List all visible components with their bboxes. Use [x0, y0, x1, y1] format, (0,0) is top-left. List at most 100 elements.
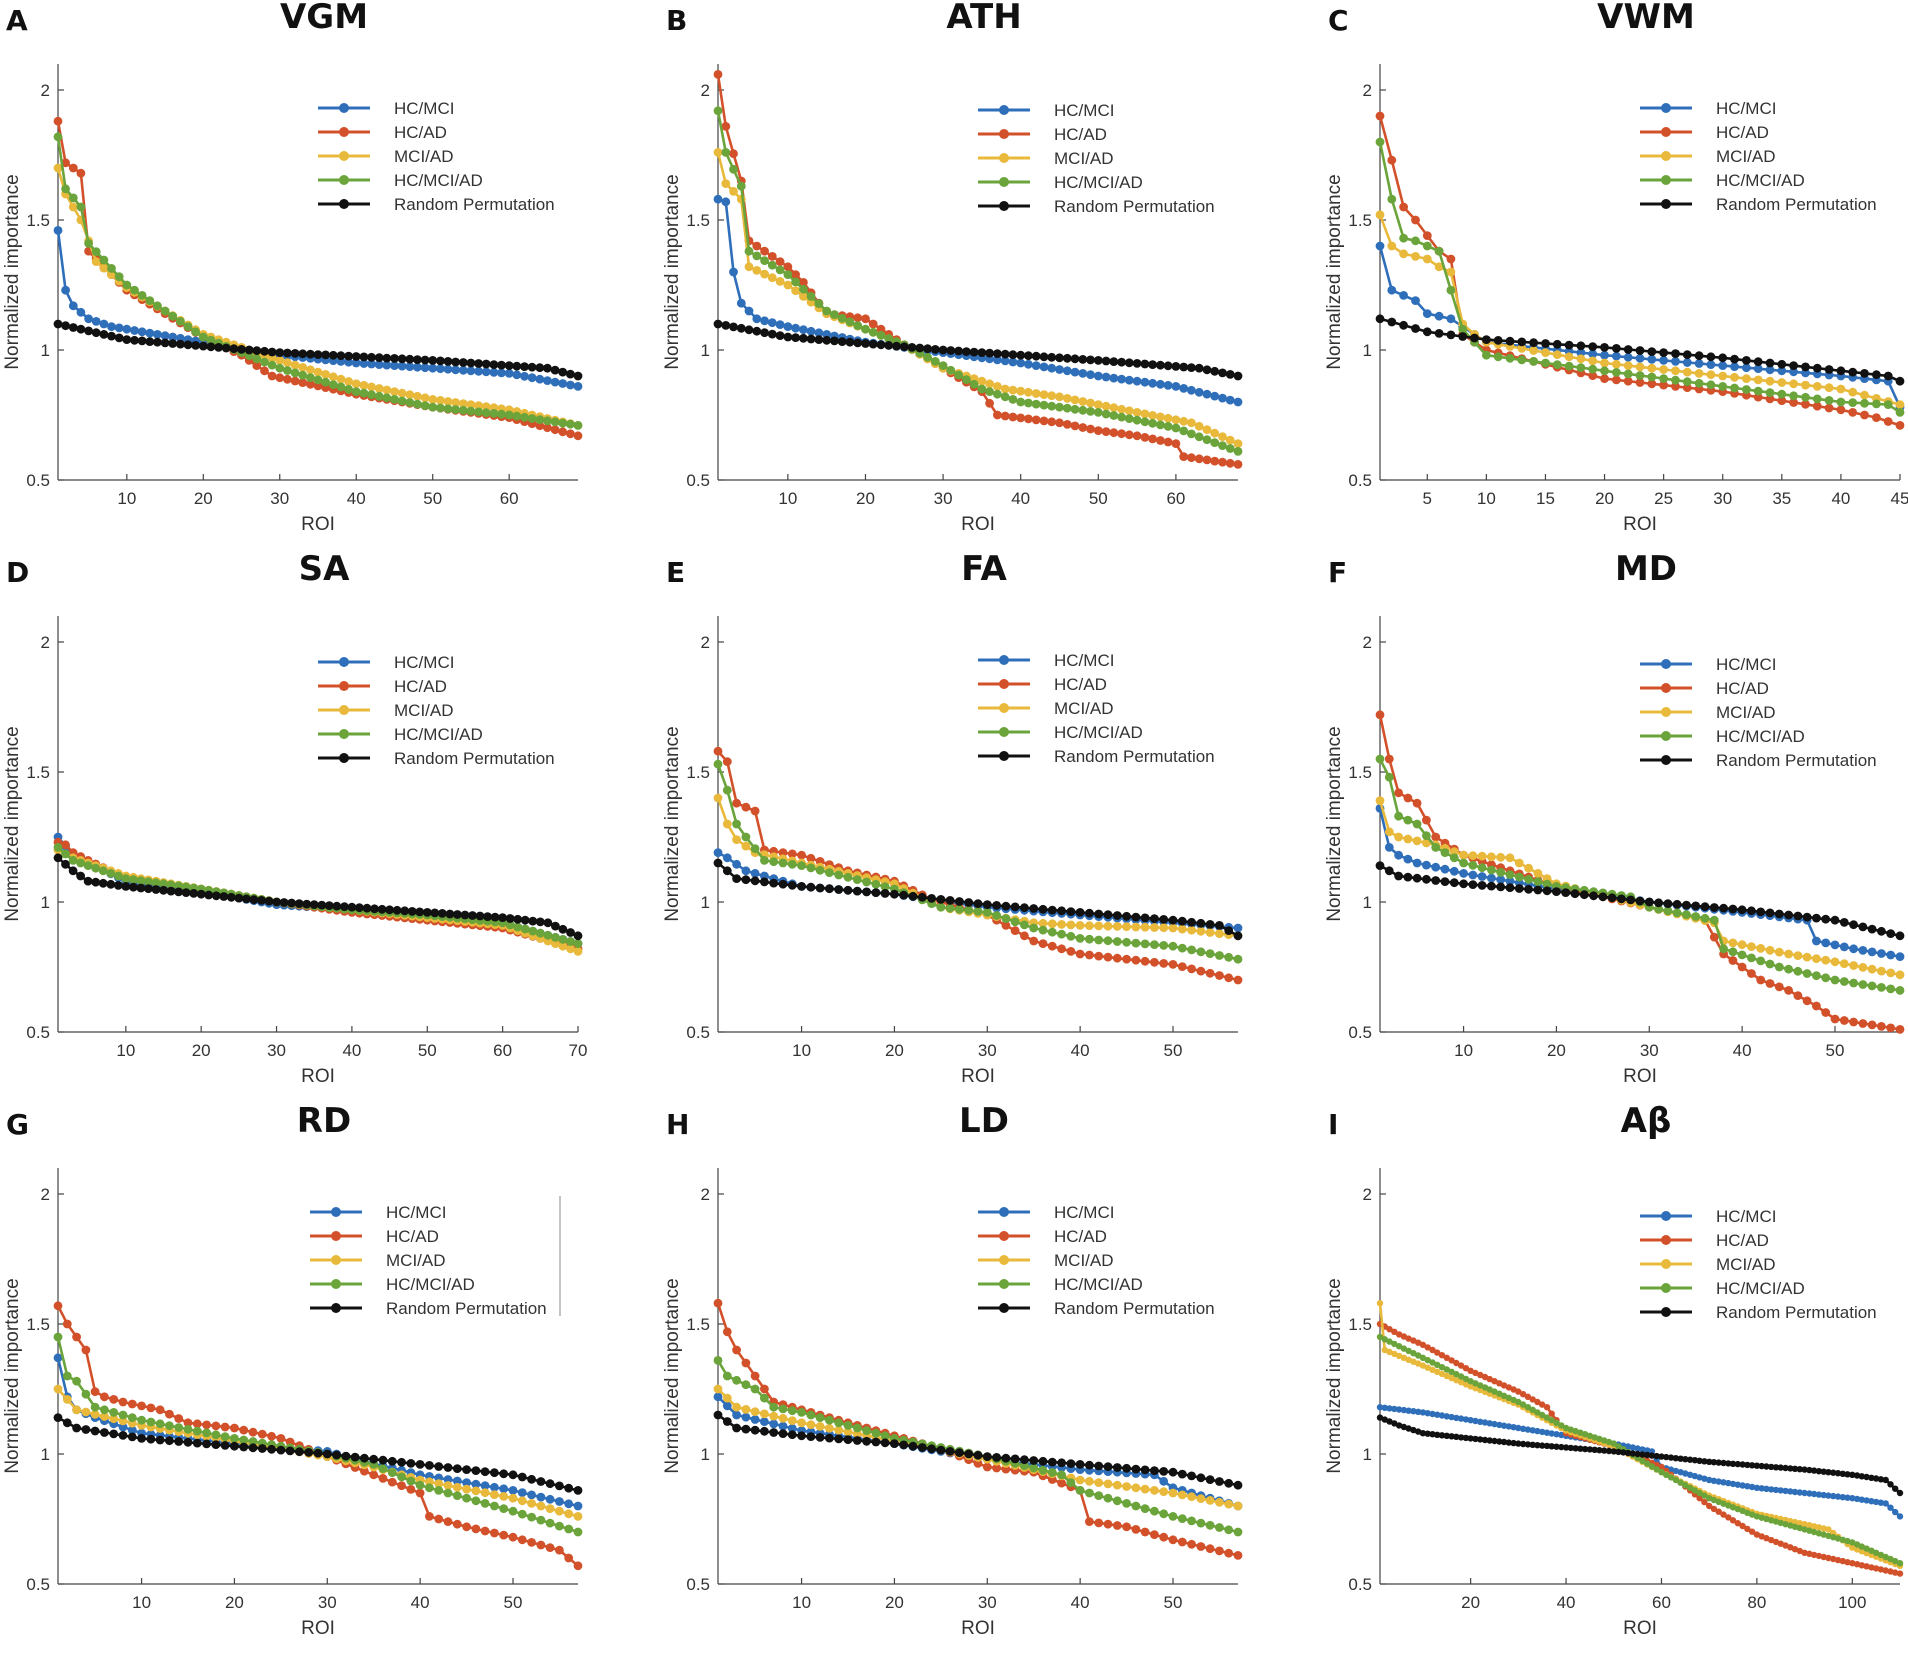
data-point	[1858, 1473, 1865, 1480]
data-point	[68, 323, 78, 332]
data-point	[1224, 1499, 1234, 1509]
data-point	[1103, 910, 1113, 920]
data-point	[1055, 418, 1064, 428]
data-point	[1715, 1478, 1722, 1485]
data-point	[1825, 1526, 1832, 1533]
y-tick-label: 1	[41, 1445, 50, 1464]
data-point	[1431, 832, 1441, 842]
data-point	[1109, 373, 1119, 383]
data-point	[517, 1472, 527, 1482]
data-point	[1496, 852, 1506, 862]
data-point	[760, 246, 769, 256]
data-point	[558, 367, 568, 377]
data-point	[1070, 367, 1080, 377]
data-point	[1682, 900, 1691, 910]
data-point	[1472, 1369, 1479, 1377]
data-point	[1877, 1476, 1885, 1483]
data-point	[1682, 350, 1692, 360]
data-point	[767, 252, 777, 261]
y-tick-label: 1.5	[686, 763, 710, 782]
legend-label: HC/AD	[1054, 125, 1107, 144]
y-tick-label: 1	[41, 341, 50, 360]
legend-label: Random Permutation	[1716, 195, 1877, 214]
data-point	[1140, 922, 1150, 932]
data-point	[1403, 834, 1413, 844]
data-point	[964, 905, 974, 915]
data-point	[550, 377, 560, 387]
data-point	[1623, 352, 1633, 362]
data-point	[1671, 375, 1680, 385]
series-line-hc-mci-ad	[56, 1336, 579, 1534]
data-point	[1747, 906, 1756, 916]
data-point	[1505, 1423, 1512, 1430]
x-tick-label: 40	[347, 489, 366, 508]
data-point	[1812, 363, 1822, 373]
data-point	[1729, 1480, 1737, 1488]
data-point	[1159, 1467, 1169, 1476]
data-point	[1753, 1462, 1761, 1469]
x-tick-label: 100	[1838, 1593, 1866, 1612]
data-point	[1122, 954, 1131, 964]
data-point	[1663, 899, 1673, 908]
data-point	[53, 163, 63, 173]
data-point	[1386, 1338, 1393, 1345]
data-point	[741, 866, 751, 876]
data-point	[1600, 366, 1609, 376]
data-point	[220, 1441, 230, 1450]
legend-label: MCI/AD	[1716, 147, 1776, 166]
data-point	[527, 414, 537, 423]
data-point	[1706, 380, 1716, 390]
data-point	[806, 863, 816, 873]
data-point	[750, 869, 760, 878]
x-tick-label: 40	[1733, 1041, 1752, 1060]
y-tick-label: 0.5	[26, 1023, 50, 1042]
data-point	[876, 324, 886, 334]
data-point	[923, 344, 932, 354]
data-point	[397, 1457, 406, 1467]
data-point	[1443, 1372, 1450, 1380]
data-point	[535, 363, 545, 373]
data-point	[962, 375, 971, 384]
data-point	[946, 365, 956, 375]
data-point	[369, 1454, 379, 1464]
data-point	[298, 378, 308, 387]
legend-marker-hc-ad	[999, 1231, 1009, 1241]
data-point	[1806, 1466, 1813, 1474]
data-point	[1422, 327, 1432, 337]
panel-vwm: C VWM 0.5 1 1.5 2 5 10 15 20 25 30 35 40 45 ROI Normaliz…	[1322, 0, 1908, 556]
data-point	[945, 896, 955, 905]
data-point	[483, 912, 492, 921]
data-point	[1844, 1559, 1851, 1566]
data-point	[1659, 348, 1668, 357]
data-point	[1701, 1458, 1708, 1465]
series-hc-mci	[53, 1353, 583, 1511]
data-point	[192, 1426, 202, 1436]
data-point	[1715, 1459, 1722, 1466]
panel-letter: I	[1328, 1108, 1338, 1141]
data-point	[76, 307, 86, 317]
data-point	[160, 306, 170, 316]
data-point	[1124, 358, 1134, 368]
data-point	[1477, 881, 1487, 890]
data-point	[1739, 1522, 1746, 1530]
data-point	[91, 317, 101, 326]
data-point	[1753, 357, 1763, 367]
x-tick-label: 40	[411, 1593, 430, 1612]
data-point	[1734, 1505, 1741, 1513]
data-point	[1057, 1458, 1066, 1468]
data-point	[799, 292, 808, 301]
data-point	[313, 367, 323, 377]
data-point	[219, 892, 229, 901]
data-point	[1612, 375, 1621, 385]
data-point	[923, 352, 932, 362]
data-point	[1496, 1438, 1503, 1445]
data-point	[1896, 1489, 1904, 1497]
legend-label: MCI/AD	[386, 1251, 446, 1270]
data-point	[1677, 1479, 1684, 1486]
data-point	[1570, 889, 1580, 899]
data-point	[1725, 1460, 1732, 1467]
data-point	[72, 1376, 81, 1386]
data-point	[1410, 1337, 1417, 1344]
data-point	[1718, 371, 1728, 381]
data-point	[239, 1425, 249, 1435]
